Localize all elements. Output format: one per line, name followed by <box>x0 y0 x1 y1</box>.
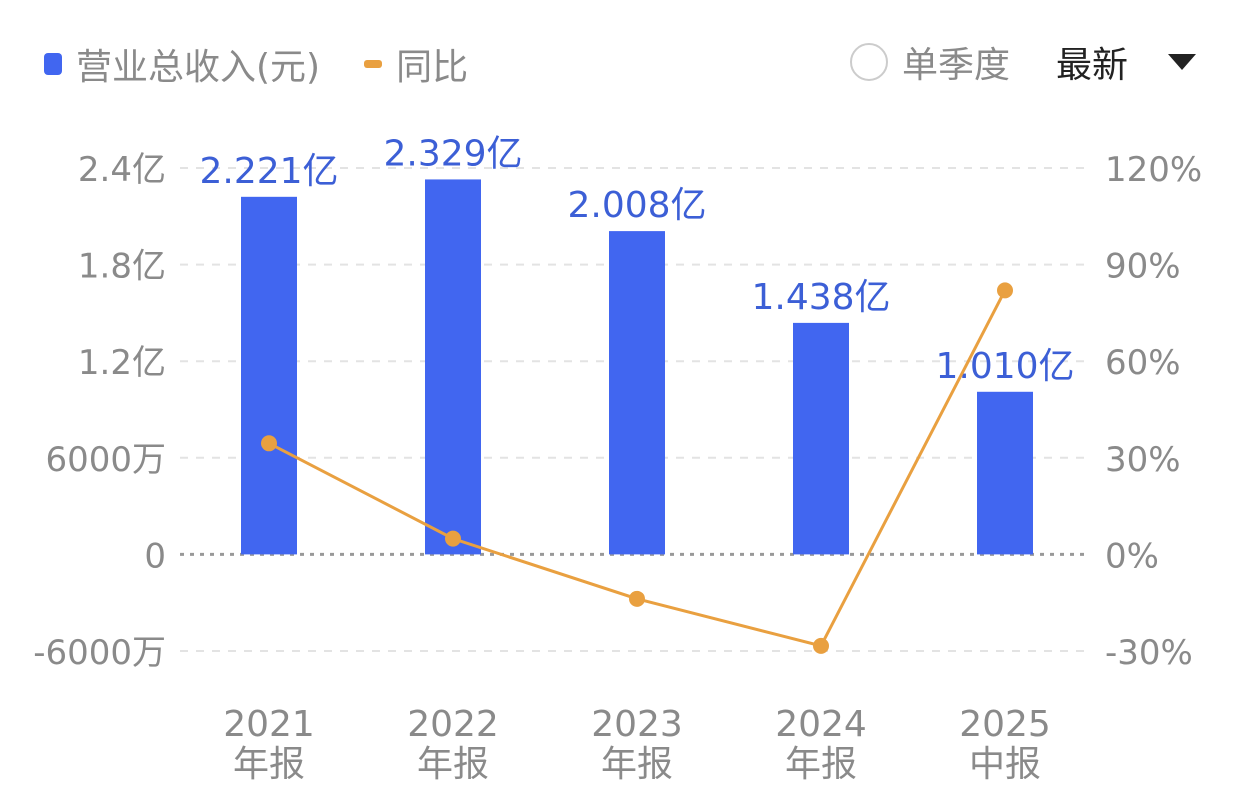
legend-line-swatch <box>364 60 383 68</box>
bar-data-label: 1.438亿 <box>751 277 890 318</box>
legend-bar-label: 营业总收入(元) <box>76 47 321 88</box>
x-tick-year: 2022 <box>407 704 499 745</box>
bar-data-label: 1.010亿 <box>935 346 1074 387</box>
x-tick-period: 年报 <box>417 744 489 785</box>
x-tick-year: 2021 <box>223 704 315 745</box>
right-tick-label: 30% <box>1105 440 1181 480</box>
right-tick-label: 60% <box>1105 343 1181 383</box>
chart-controls: 单季度 最新 <box>849 36 1196 88</box>
yoy-point <box>813 637 829 654</box>
yoy-point <box>629 590 645 607</box>
left-tick-label: 0 <box>144 536 166 576</box>
right-tick-label: 90% <box>1105 247 1181 287</box>
legend: 营业总收入(元) 同比 <box>44 38 468 90</box>
bar-data-label: 2.221亿 <box>199 151 338 192</box>
bar <box>241 196 297 555</box>
legend-line-label: 同比 <box>396 47 469 88</box>
yoy-point <box>445 530 461 547</box>
single-quarter-radio[interactable] <box>849 43 888 81</box>
legend-bar-swatch <box>44 53 62 75</box>
bar <box>793 322 849 555</box>
single-quarter-label[interactable]: 单季度 <box>901 45 1010 86</box>
right-tick-label: 0% <box>1105 536 1159 576</box>
bar-data-label: 2.329亿 <box>383 133 522 174</box>
yoy-point <box>997 282 1013 299</box>
bar <box>977 391 1033 555</box>
right-tick-label: -30% <box>1105 633 1193 673</box>
left-tick-label: 2.4亿 <box>78 150 166 190</box>
x-tick-year: 2024 <box>775 704 867 745</box>
left-tick-label: 1.2亿 <box>78 343 166 383</box>
x-tick-period: 年报 <box>233 744 305 785</box>
x-tick-period: 中报 <box>969 744 1041 785</box>
bar <box>425 179 481 555</box>
bar <box>609 231 665 555</box>
yoy-point <box>261 435 277 452</box>
bar-data-label: 2.008亿 <box>567 185 706 226</box>
right-tick-label: 120% <box>1105 150 1202 190</box>
left-tick-label: 1.8亿 <box>78 247 166 287</box>
x-tick-period: 年报 <box>785 744 857 785</box>
left-tick-label: -6000万 <box>33 633 166 673</box>
period-dropdown[interactable]: 最新 <box>1055 45 1128 86</box>
x-tick-year: 2023 <box>591 704 683 745</box>
left-tick-label: 6000万 <box>45 440 166 480</box>
dropdown-triangle-icon[interactable] <box>1168 54 1196 70</box>
x-tick-period: 年报 <box>601 744 673 785</box>
x-tick-year: 2025 <box>959 704 1051 745</box>
